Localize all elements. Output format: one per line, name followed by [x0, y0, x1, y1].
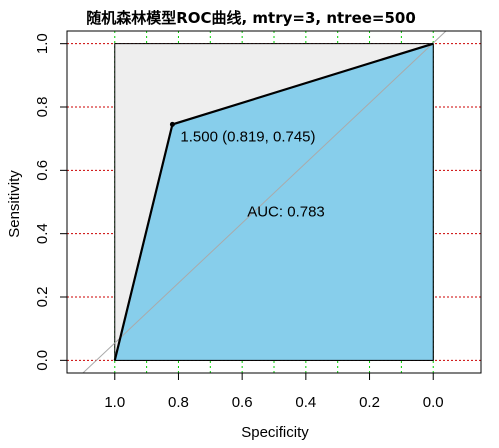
reference-diagonal: [82, 30, 447, 374]
y-tick-label: 1.0: [34, 33, 51, 54]
threshold-label: 1.500 (0.819, 0.745): [180, 128, 315, 145]
y-axis: 0.0 0.2 0.4 0.6 0.8 1.0: [34, 33, 68, 371]
auc-label: AUC: 0.783: [247, 204, 325, 221]
x-tick-label: 1.0: [104, 394, 125, 411]
x-tick-label: 0.6: [232, 394, 253, 411]
x-axis-label: Specificity: [241, 424, 309, 441]
y-axis-label: Sensitivity: [6, 170, 23, 238]
x-axis: 1.0 0.8 0.6 0.4 0.2 0.0: [104, 372, 444, 411]
y-tick-label: 0.8: [34, 97, 51, 118]
x-tick-label: 0.2: [359, 394, 380, 411]
y-tick-label: 0.2: [34, 287, 51, 308]
y-tick-label: 0.6: [34, 160, 51, 181]
y-tick-label: 0.0: [34, 350, 51, 371]
x-tick-label: 0.8: [168, 394, 189, 411]
roc-curve-points: [169, 121, 175, 127]
threshold-point: [169, 121, 175, 127]
y-tick-label: 0.4: [34, 223, 51, 244]
chart-title: 随机森林模型ROC曲线, mtry=3, ntree=500: [86, 9, 416, 27]
x-tick-label: 0.0: [423, 394, 444, 411]
x-tick-label: 0.4: [295, 394, 316, 411]
